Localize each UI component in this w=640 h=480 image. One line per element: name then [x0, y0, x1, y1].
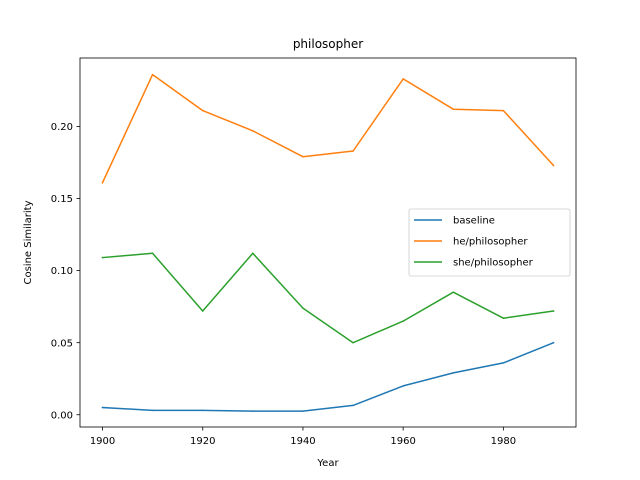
data-point-0-6 [402, 385, 404, 387]
y-axis-label: Cosine Similarity [23, 200, 34, 284]
plot-frame [79, 57, 577, 428]
data-point-1-8 [502, 109, 505, 112]
data-point-2-0 [101, 256, 104, 259]
y-tick-label: 0.10 [51, 266, 73, 277]
y-axis-ticks: 0.00 0.05 0.10 0.15 0.20 [51, 122, 80, 421]
y-tick-label: 0.00 [51, 410, 73, 421]
data-point-1-0 [101, 181, 104, 184]
data-point-1-6 [402, 78, 404, 80]
data-point-1-7 [452, 108, 455, 110]
legend: baseline he/philosopher she/philosopher [408, 208, 571, 277]
data-point-1-9 [552, 164, 555, 167]
data-point-0-3 [252, 410, 254, 412]
x-axis-ticks: 1900 1920 1940 1960 1980 [90, 427, 516, 447]
x-tick-label: 1920 [190, 436, 215, 447]
data-point-2-3 [252, 252, 254, 255]
data-point-1-4 [302, 155, 304, 158]
x-tick-label: 1900 [90, 436, 115, 447]
data-point-0-8 [502, 362, 505, 364]
data-point-0-0 [101, 406, 104, 409]
data-point-0-1 [151, 409, 154, 412]
y-tick-label: 0.20 [51, 122, 73, 133]
series-line-0 [101, 341, 555, 412]
data-point-2-4 [302, 307, 304, 309]
legend-label-1: he/philosopher [453, 237, 528, 248]
series-line-2 [101, 252, 555, 344]
x-tick-label: 1940 [290, 436, 315, 447]
data-point-0-4 [302, 410, 304, 412]
data-point-2-7 [452, 291, 455, 293]
legend-label-2: she/philosopher [453, 258, 534, 269]
data-point-2-8 [502, 317, 505, 319]
data-point-2-9 [552, 310, 555, 312]
legend-box [408, 208, 571, 277]
data-point-0-9 [552, 341, 555, 344]
chart-title: philosopher [293, 37, 363, 51]
data-point-0-5 [352, 404, 354, 407]
x-axis-label: Year [316, 458, 339, 469]
legend-label-0: baseline [453, 216, 495, 227]
y-tick-label: 0.05 [51, 338, 73, 349]
data-point-2-5 [352, 341, 354, 344]
data-point-0-7 [452, 372, 455, 374]
data-point-1-3 [252, 130, 254, 132]
data-point-1-1 [151, 73, 154, 76]
data-point-2-6 [402, 320, 404, 322]
data-point-0-2 [201, 409, 204, 412]
data-point-1-2 [201, 109, 204, 112]
x-tick-label: 1980 [491, 436, 516, 447]
data-point-1-5 [352, 150, 354, 152]
series-line-1 [101, 73, 555, 184]
data-point-2-1 [151, 252, 154, 255]
data-point-2-2 [201, 310, 204, 312]
series-layer [101, 73, 555, 412]
x-tick-label: 1960 [390, 436, 415, 447]
y-tick-label: 0.15 [51, 194, 73, 205]
